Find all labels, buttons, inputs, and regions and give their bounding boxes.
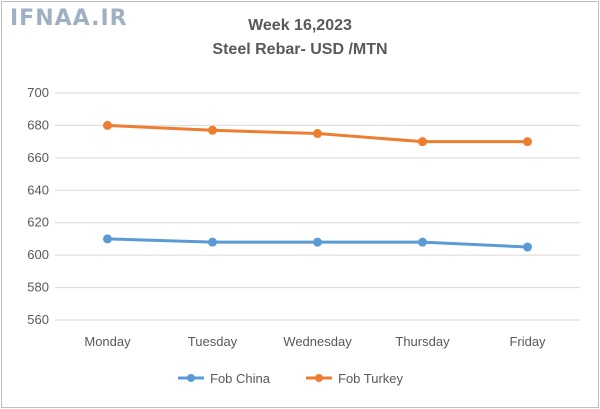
chart-title-block: Week 16,2023 Steel Rebar- USD /MTN bbox=[0, 14, 600, 62]
data-point bbox=[418, 237, 427, 247]
legend-swatch-marker bbox=[315, 374, 323, 382]
chart-subtitle: Steel Rebar- USD /MTN bbox=[212, 41, 388, 58]
y-tick-label: 620 bbox=[27, 215, 49, 230]
legend-swatch-marker bbox=[187, 374, 195, 382]
data-point bbox=[313, 237, 322, 247]
y-tick-label: 560 bbox=[27, 312, 49, 327]
data-point bbox=[208, 237, 217, 247]
x-tick-label: Wednesday bbox=[283, 334, 352, 349]
y-tick-label: 660 bbox=[27, 150, 49, 165]
x-tick-label: Friday bbox=[509, 334, 546, 349]
watermark-logo: IFNAA.IR bbox=[10, 6, 128, 31]
y-tick-label: 700 bbox=[27, 85, 49, 100]
y-tick-label: 580 bbox=[27, 280, 49, 295]
data-point bbox=[523, 137, 532, 147]
x-tick-label: Thursday bbox=[395, 334, 450, 349]
data-point bbox=[103, 234, 112, 244]
x-tick-label: Tuesday bbox=[188, 334, 238, 349]
legend-label: Fob Turkey bbox=[338, 371, 404, 386]
y-tick-label: 680 bbox=[27, 117, 49, 132]
data-point bbox=[208, 125, 217, 135]
data-point bbox=[103, 120, 112, 130]
data-point bbox=[313, 129, 322, 139]
y-tick-label: 640 bbox=[27, 182, 49, 197]
data-point bbox=[523, 242, 532, 252]
x-tick-label: Monday bbox=[84, 334, 131, 349]
legend-label: Fob China bbox=[210, 371, 271, 386]
data-point bbox=[418, 137, 427, 147]
chart-title: Week 16,2023 bbox=[248, 17, 352, 34]
y-tick-label: 600 bbox=[27, 247, 49, 262]
